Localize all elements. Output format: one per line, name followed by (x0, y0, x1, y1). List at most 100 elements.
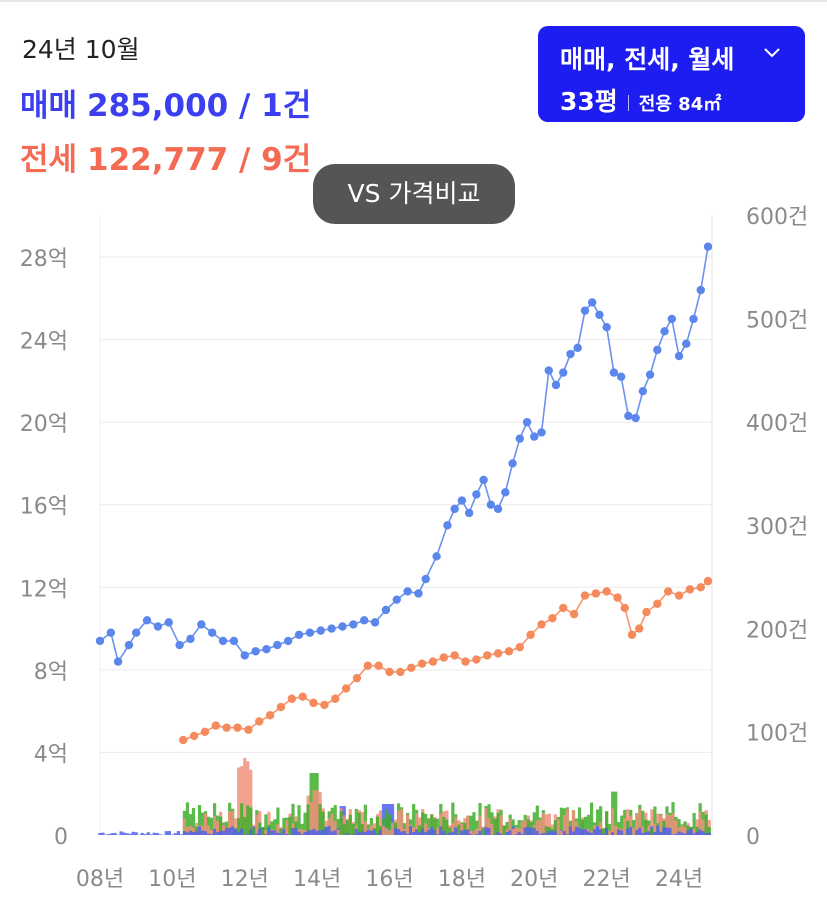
wolse-volume-bar (553, 820, 557, 835)
sale-volume-bar (143, 834, 147, 835)
sale-volume-bar (246, 834, 250, 835)
jeonse-volume-bar (547, 813, 551, 835)
sale-volume-bar (701, 831, 705, 835)
sale-price-point (197, 620, 206, 629)
sale-summary: 매매 285,000 / 1건 (20, 80, 321, 125)
jeonse-price-point (613, 593, 622, 602)
wolse-volume-bar (614, 791, 618, 835)
sale-volume-bar (493, 834, 497, 835)
sale-price-point (175, 640, 184, 650)
y-left-tick-label: 4억 (34, 742, 68, 767)
wolse-volume-bar (559, 807, 564, 835)
jeonse-price-point (696, 583, 705, 592)
jeonse-volume-bar (674, 820, 678, 835)
sale-price-point (316, 626, 325, 635)
sale-volume-bar (101, 832, 105, 835)
wolse-volume-bar (650, 828, 654, 835)
jeonse-volume-bar (562, 814, 567, 835)
sale-price-point (696, 285, 705, 295)
wolse-volume-bar (219, 816, 223, 835)
jeonse-summary: 전세 122,777 / 9건 (20, 134, 321, 179)
wolse-volume-bar (240, 803, 244, 835)
sale-volume-bar (182, 831, 187, 835)
wolse-volume-bar (273, 819, 277, 835)
sale-volume-bar (605, 828, 609, 835)
jeonse-volume-bar (556, 819, 561, 835)
jeonse-price-point (472, 655, 481, 664)
jeonse-price-point (331, 694, 340, 703)
sale-volume-bar (529, 828, 533, 835)
sale-volume-bar (131, 831, 135, 835)
jeonse-price-point (602, 587, 611, 596)
wolse-volume-bar (457, 824, 461, 835)
x-tick-label: 08년 (76, 867, 124, 892)
sale-volume-bar (321, 829, 325, 835)
deal-types-label: 매매, 전세, 월세 (560, 45, 735, 74)
y-right-tick-label: 600건 (746, 205, 808, 230)
sale-volume-bar (674, 833, 678, 835)
sale-volume-bar (662, 827, 666, 835)
sale-volume-bar (309, 830, 313, 835)
sale-volume-bar (333, 830, 337, 835)
wolse-volume-bar (363, 804, 367, 835)
sale-volume-bar (297, 831, 301, 835)
wolse-volume-bar (505, 821, 509, 835)
jeonse-volume-bar (653, 823, 657, 835)
wolse-volume-bar (194, 826, 199, 835)
sale-volume-bar (704, 833, 708, 835)
sale-price-point (327, 624, 336, 633)
jeonse-volume-bar (611, 808, 615, 835)
sale-volume-bar (415, 829, 419, 835)
jeonse-volume-bar (369, 825, 374, 835)
sale-price-point (370, 618, 380, 627)
sale-volume-bar (330, 831, 334, 835)
sale-volume-bar (626, 828, 630, 835)
sale-volume-bar (436, 834, 440, 835)
jeonse-volume-bar (200, 825, 205, 835)
sale-volume-bar (487, 828, 491, 835)
compare-button[interactable]: VS 가격비교 (313, 164, 515, 224)
sale-volume-bar (571, 831, 576, 835)
wolse-volume-bar (297, 805, 301, 835)
jeonse-price-point (428, 657, 438, 666)
wolse-volume-bar (596, 809, 600, 835)
jeonse-volume-bar (599, 821, 603, 835)
wolse-volume-bar (707, 827, 711, 835)
sale-volume-bar (158, 834, 162, 835)
wolse-volume-bar (436, 818, 440, 835)
jeonse-volume-bar (231, 811, 235, 835)
wolse-volume-bar (421, 812, 425, 835)
sale-volume-bar (197, 826, 202, 835)
sale-volume-bar (469, 834, 473, 835)
sale-volume-bar (647, 831, 651, 835)
wolse-volume-bar (620, 815, 624, 835)
wolse-volume-bar (599, 806, 603, 835)
jeonse-volume-bar (614, 825, 618, 835)
jeonse-volume-bar (671, 812, 675, 835)
sale-price-point (457, 496, 467, 505)
wolse-volume-bar (632, 820, 636, 835)
deal-filter-button[interactable]: 매매, 전세, 월세 33평 전용 84㎡ (538, 26, 805, 122)
sale-price-point (703, 242, 713, 251)
wolse-volume-bar (291, 803, 295, 835)
wolse-volume-bar (306, 804, 310, 835)
wolse-volume-bar (442, 816, 446, 835)
sale-price-point (262, 645, 271, 654)
sale-volume-bar (496, 832, 500, 835)
sale-volume-bar (128, 833, 132, 835)
jeonse-volume-bar (384, 827, 389, 835)
sale-volume-bar (378, 829, 383, 835)
sale-volume-bar (110, 833, 114, 835)
sale-price-point (251, 647, 260, 656)
sale-volume-bar (532, 827, 536, 835)
sale-price-point (432, 552, 441, 561)
sale-price-point (338, 622, 347, 631)
sale-price-point (645, 370, 655, 379)
wolse-volume-bar (586, 814, 591, 835)
wolse-volume-bar (502, 825, 506, 835)
jeonse-price-point (200, 727, 210, 736)
sale-price-point (493, 504, 503, 514)
sale-volume-bar (179, 834, 184, 835)
wolse-volume-bar (318, 804, 322, 835)
sale-price-point (616, 372, 626, 381)
